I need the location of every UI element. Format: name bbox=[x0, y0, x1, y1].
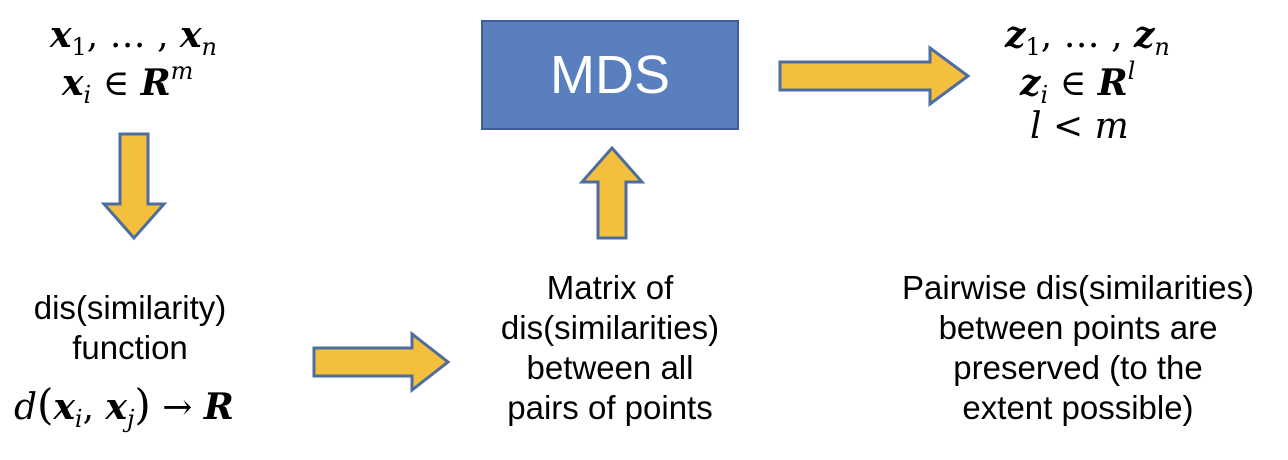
mds-box: MDS bbox=[481, 20, 739, 130]
arrow-right-mds-to-output bbox=[778, 45, 971, 107]
matrix-text: Matrix of dis(similarities) between all … bbox=[500, 269, 720, 426]
output-space-line: zi ∈ Rl bbox=[1020, 57, 1136, 109]
arrow-up-matrix-to-mds bbox=[578, 145, 646, 240]
dissimilarity-function-text: dis(similarity) function bbox=[33, 289, 227, 366]
input-points-line: x1, … , xn bbox=[50, 14, 217, 61]
output-points-line: z1, … , zn bbox=[1005, 14, 1170, 61]
mds-label: MDS bbox=[550, 45, 670, 105]
arrow-right-function-to-matrix bbox=[312, 330, 451, 394]
pairwise-text: Pairwise dis(similarities) between point… bbox=[901, 269, 1255, 426]
input-space-line: xi ∈ Rm bbox=[62, 57, 194, 109]
dissimilarity-formula: d(xi, xj) → R bbox=[14, 380, 234, 433]
dimension-constraint-line: l < m bbox=[1030, 106, 1129, 147]
arrow-down-input-to-function bbox=[100, 132, 168, 241]
